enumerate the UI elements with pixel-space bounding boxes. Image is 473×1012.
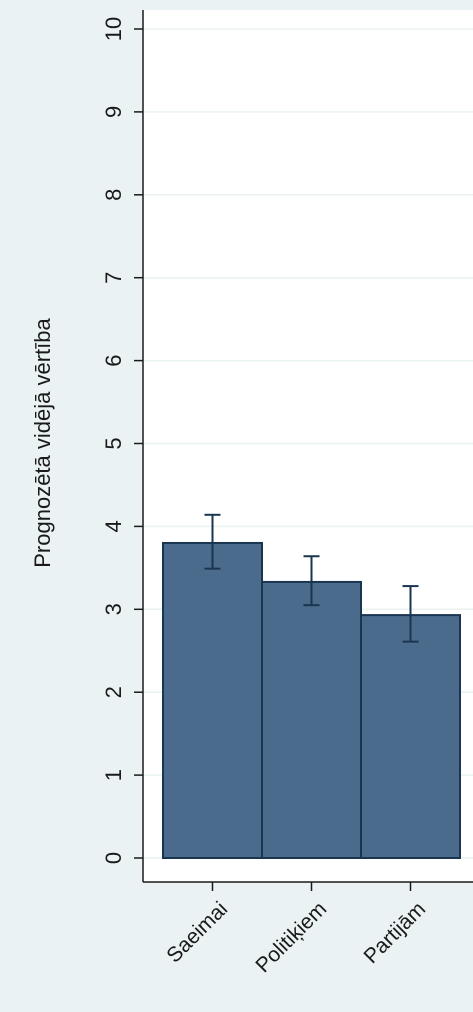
x-tick-label: Saeimai: [162, 897, 232, 967]
y-tick-label: 8: [101, 189, 126, 201]
y-axis-label: Prognozētā vidējā vērtība: [30, 317, 55, 567]
y-tick-label: 0: [101, 852, 126, 864]
y-tick-label: 2: [101, 686, 126, 698]
bar: [162, 541, 263, 859]
y-tick-label: 3: [101, 603, 126, 615]
x-tick-label: Partijām: [359, 897, 430, 968]
bar: [360, 614, 461, 860]
y-tick-label: 1: [101, 769, 126, 781]
y-tick-label: 10: [101, 17, 126, 41]
x-tick-label: Politiķiem: [251, 897, 331, 977]
y-tick-label: 9: [101, 106, 126, 118]
bars: [162, 541, 461, 860]
x-ticks: Saeimai Politiķiem Partijām: [162, 882, 430, 977]
y-tick-label: 7: [101, 272, 126, 284]
y-tick-label: 6: [101, 354, 126, 366]
error-bars: [204, 513, 419, 643]
y-ticks: 0 1 2 3 4 5 6 7 8 9 10: [101, 17, 143, 864]
y-tick-label: 4: [101, 520, 126, 532]
bar: [261, 580, 362, 859]
y-tick-label: 5: [101, 437, 126, 449]
